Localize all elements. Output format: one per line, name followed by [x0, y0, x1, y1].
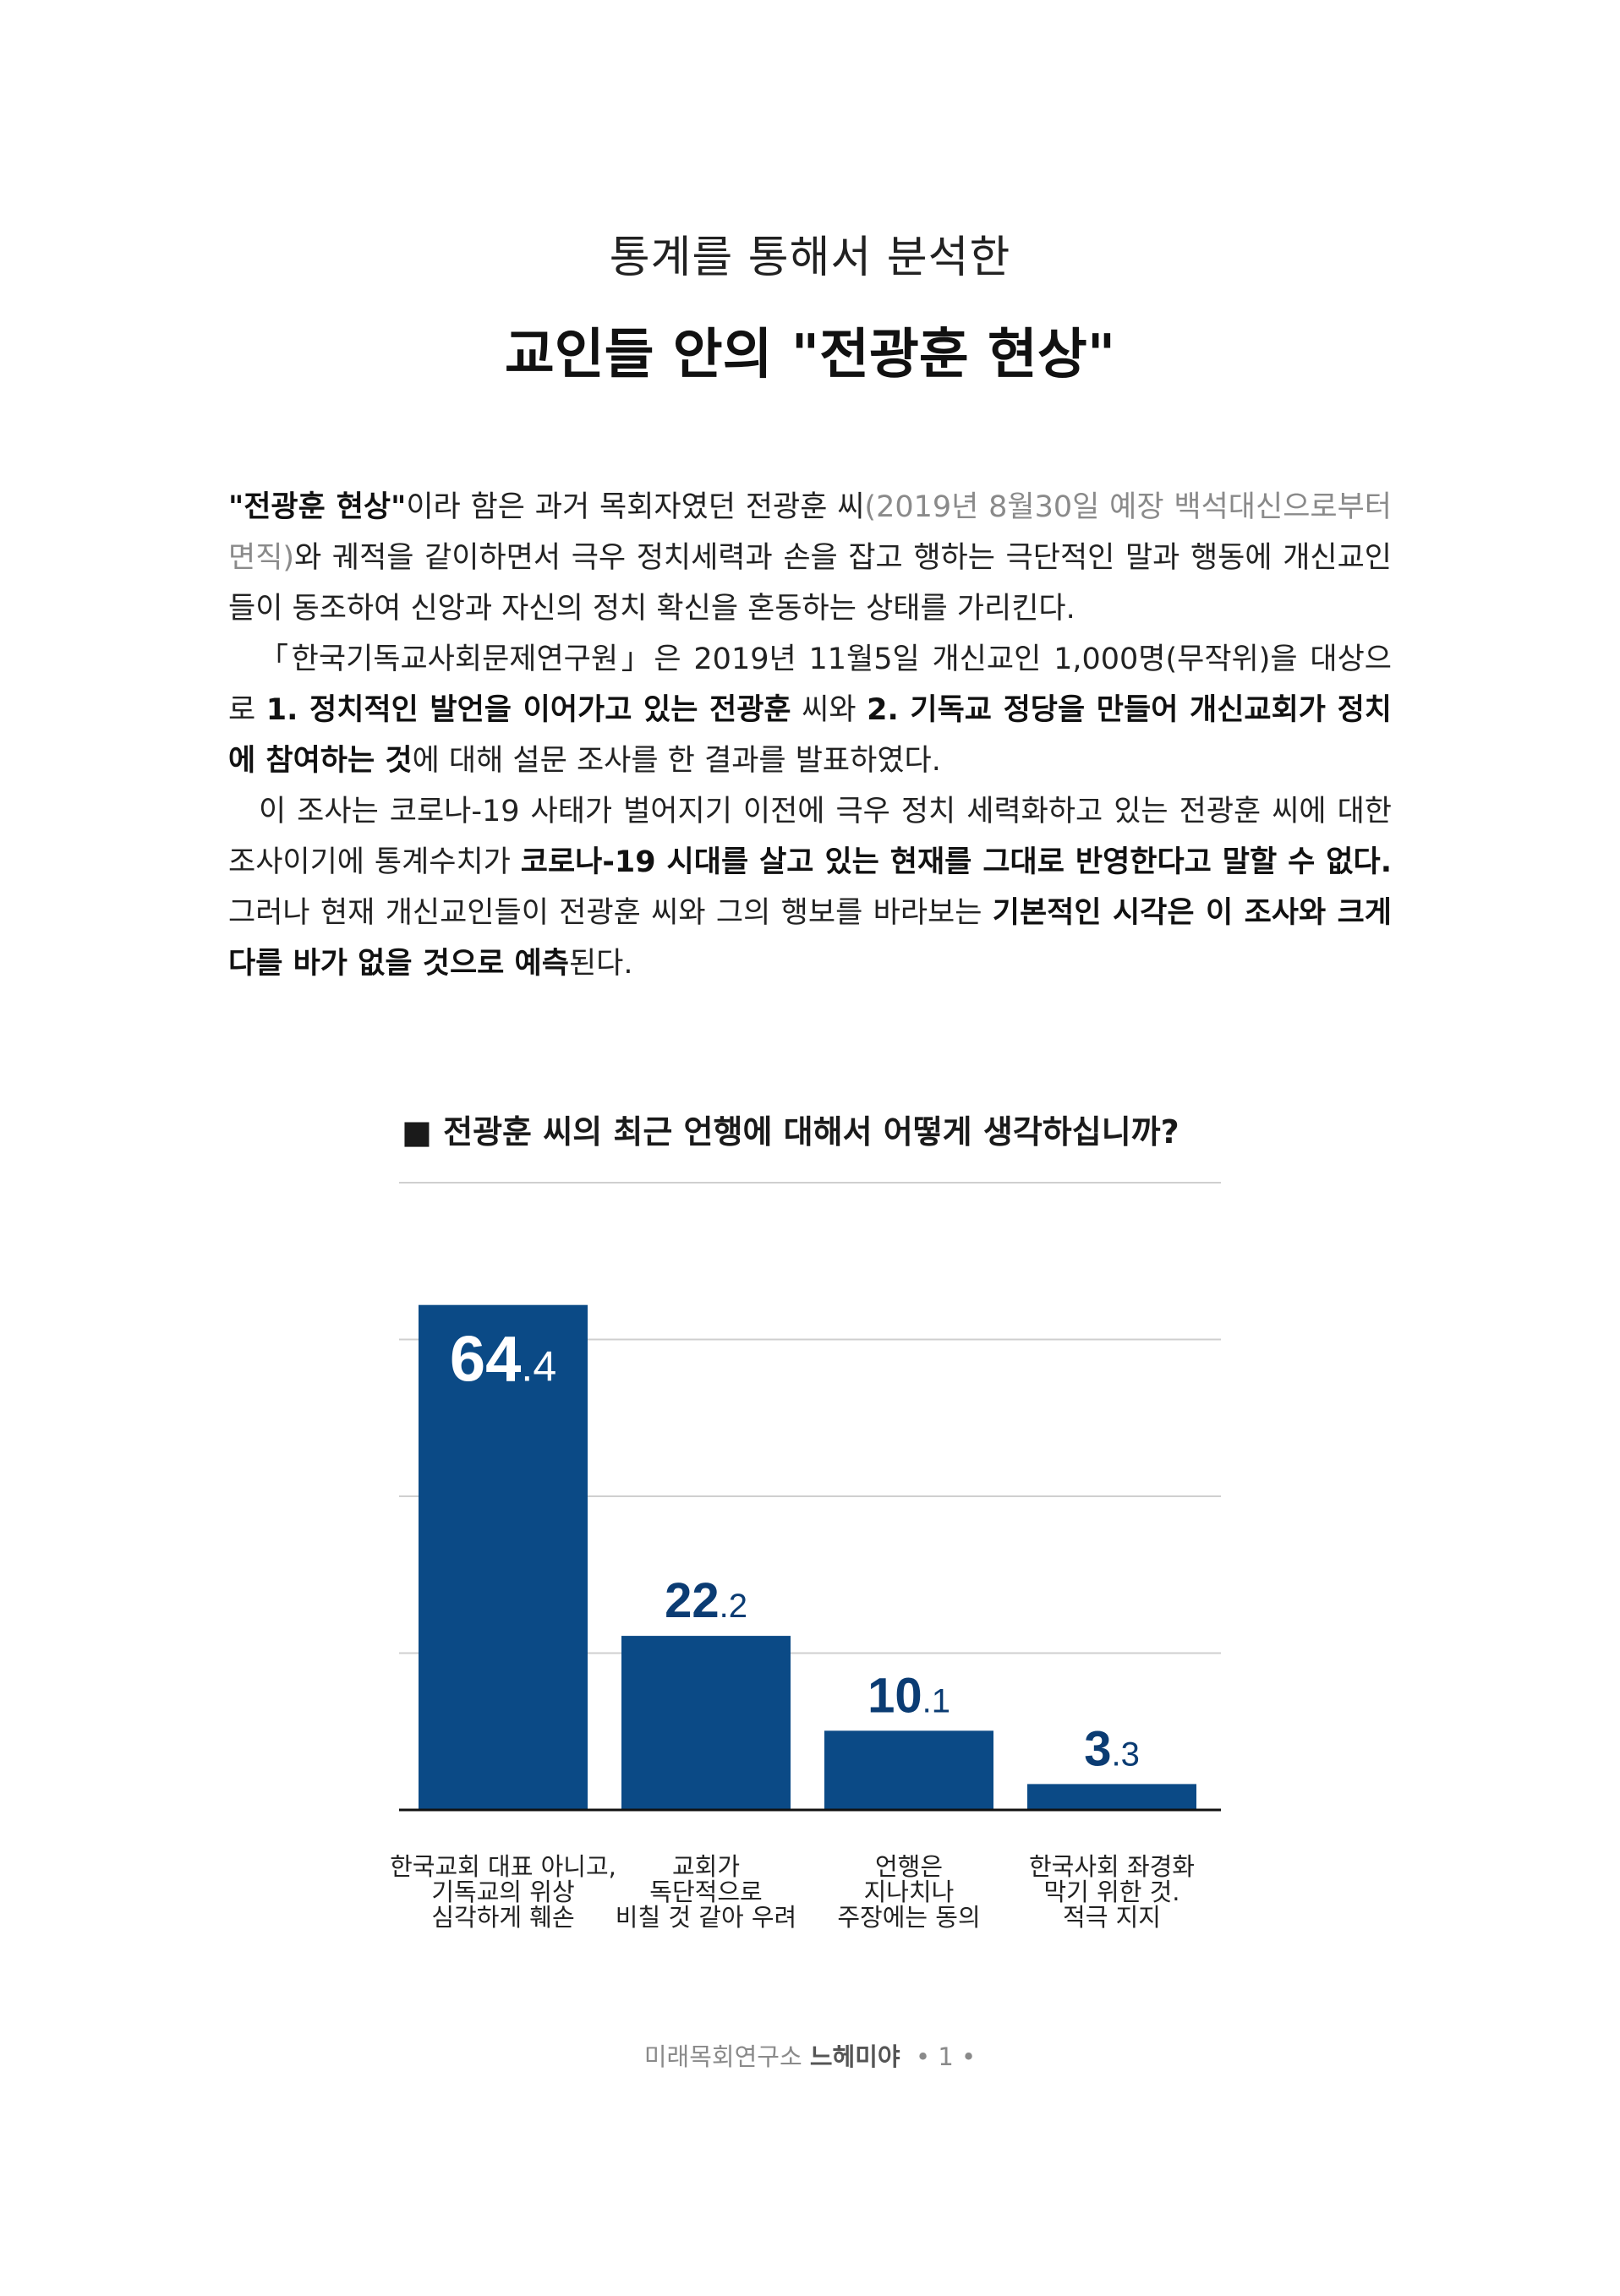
paragraph-2-text-a: 「한국기독교사회문제연구원」은 2019년 11월5일 개신교인 1,000명(…	[228, 642, 1392, 727]
category-label: 지나치나	[864, 1878, 955, 1906]
paragraph-2-bold-a: 1. 정치적인 발언을 이어가고 있는 전광훈	[265, 693, 791, 727]
category-label: 독단적으로	[649, 1878, 762, 1906]
paragraph-3-text-a: 이 조사는 코로나-19 사태가 벌어지기 이전에 극우 정치 세력화하고 있는…	[228, 795, 1392, 879]
category-label: 심각하게 훼손	[431, 1903, 574, 1932]
data-label-integer: 64	[450, 1324, 522, 1396]
data-label-integer: 22	[665, 1573, 720, 1628]
paragraph-2-text-c: 에 대해 설문 조사를 한 결과를 발표하였다.	[412, 744, 941, 778]
paragraph-2-bold-b: 2. 기독교 정당을 만들어 개신교회가 정치에 참여하는 것	[228, 693, 1392, 778]
category-label: 막기 위한 것.	[1043, 1878, 1179, 1906]
data-label: 22.2	[665, 1573, 747, 1628]
paragraph-3: 이 조사는 코로나-19 사태가 벌어지기 이전에 극우 정치 세력화하고 있는…	[228, 786, 1392, 989]
paragraph-1-text-a: 이라 함은 과거 목회자였던 전광훈 씨	[406, 490, 865, 524]
category-label: 한국사회 좌경화	[1029, 1852, 1195, 1881]
body-text: "전광훈 현상"이라 함은 과거 목회자였던 전광훈 씨(2019년 8월30일…	[228, 482, 1392, 989]
data-label: 3.3	[1084, 1721, 1140, 1776]
paragraph-2-text-b: 씨와	[791, 693, 867, 727]
bar	[824, 1730, 993, 1810]
paragraph-1-note: (2019년 8월30일 예장 백석대신으로부터 면직)	[228, 490, 1392, 575]
bar	[621, 1636, 791, 1810]
category-label: 비칠 것 같아 우려	[616, 1903, 796, 1932]
data-label-decimal: .2	[720, 1588, 747, 1625]
category-label: 주장에는 동의	[837, 1903, 980, 1932]
term-highlight: "전광훈 현상"	[228, 490, 407, 524]
category-label: 언행은	[875, 1852, 943, 1881]
footer-brand: 느헤미야	[809, 2042, 900, 2071]
data-label-decimal: .1	[922, 1682, 950, 1719]
category-label: 기독교의 위상	[431, 1878, 574, 1906]
data-label-decimal: .3	[1111, 1736, 1139, 1773]
data-label-decimal: .4	[521, 1343, 556, 1391]
page-number: • 1 •	[916, 2042, 977, 2071]
document-subtitle: 통계를 통해서 분석한	[609, 232, 1011, 283]
data-label-integer: 10	[867, 1668, 922, 1723]
footer-org: 미래목회연구소	[643, 2042, 802, 2071]
chart-title: ■ 전광훈 씨의 최근 언행에 대해서 어떻게 생각하십니까?	[402, 1113, 1179, 1151]
category-label: 교회가	[672, 1852, 740, 1881]
data-label: 10.1	[867, 1668, 950, 1723]
data-label: 64.4	[450, 1324, 556, 1396]
paragraph-1: "전광훈 현상"이라 함은 과거 목회자였던 전광훈 씨(2019년 8월30일…	[228, 482, 1392, 634]
paragraph-2: 「한국기독교사회문제연구원」은 2019년 11월5일 개신교인 1,000명(…	[228, 634, 1392, 786]
bar	[419, 1304, 588, 1810]
page-footer: 미래목회연구소 느헤미야 • 1 •	[0, 2037, 1620, 2073]
paragraph-1-text-b: 와 궤적을 같이하면서 극우 정치세력과 손을 잡고 행하는 극단적인 말과 행…	[228, 541, 1392, 626]
category-label: 한국교회 대표 아니고,	[390, 1852, 616, 1881]
paragraph-3-text-c: 된다.	[568, 947, 633, 981]
bar	[1027, 1784, 1196, 1810]
document-title: 교인들 안의 "전광훈 현상"	[504, 324, 1116, 386]
data-label-integer: 3	[1084, 1721, 1111, 1776]
paragraph-3-text-b: 그러나 현재 개신교인들이 전광훈 씨와 그의 행보를 바라보는	[228, 896, 993, 930]
paragraph-3-bold-b: 기본적인 시각은 이 조사와 크게 다를 바가 없을 것으로 예측	[228, 896, 1393, 981]
category-label: 적극 지지	[1063, 1903, 1161, 1932]
paragraph-3-bold-a: 코로나-19 시대를 살고 있는 현재를 그대로 반영한다고 말할 수 없다.	[520, 845, 1392, 879]
